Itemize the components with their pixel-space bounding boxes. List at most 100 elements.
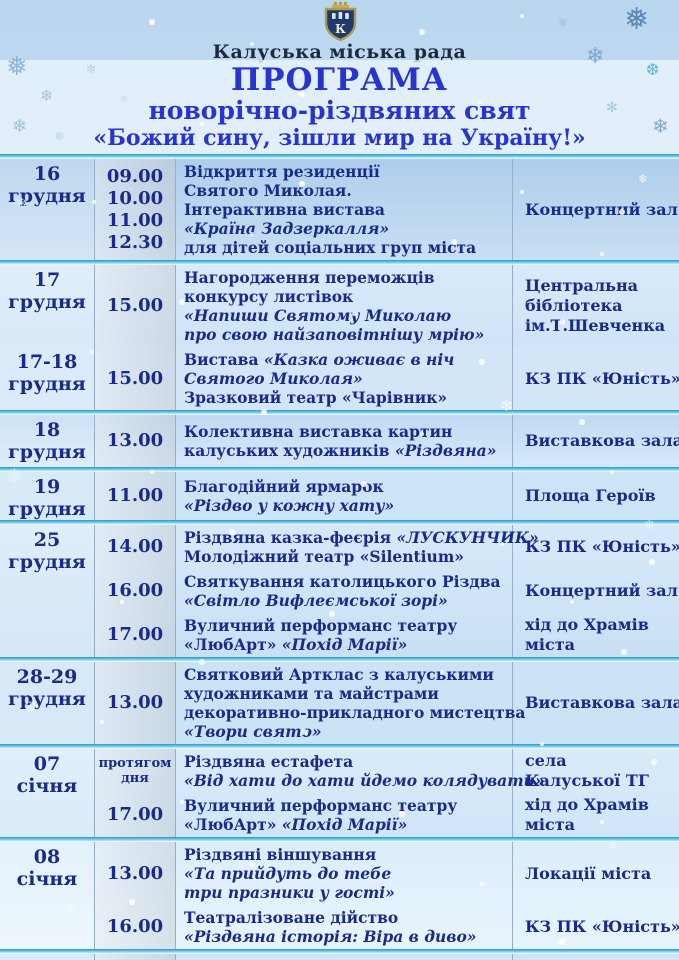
time-value: 12.30 [106,231,164,253]
description-line: Вуличний перформанс театру [184,616,508,635]
location-cell: КЗ ПК «Юність» [513,347,679,410]
location-line: Виставкова зала [525,693,679,712]
event-row: 14.00 Різдвяна казка-феєрія «ЛУСКУНЧИК» Мо… [95,525,679,569]
event-description: Колективна виставка картин калуських худо… [176,415,513,467]
time-cell: 16.00 [95,905,176,949]
date-cell: 09січня [0,954,95,960]
events-group: 13.00 Колективна виставка картин калуських… [95,415,679,467]
city-crest-logo: К [324,2,356,42]
schedule-row: 09січня15.00Стилізована вертепна хода«Бо… [0,954,679,960]
row-divider [0,520,679,525]
poster-motto: «Божий сину, зішли мир на Україну!» [93,124,586,151]
location-cell: Центральна бібліотека ім.Т.Шевченка [513,265,679,347]
location-line: КЗ ПК «Юність» [525,917,679,936]
location-cell: хід до Храмів міста [513,793,679,837]
date-day: 17-18 [16,351,78,373]
location-line: бібліотека [525,296,623,315]
date-day: 19 [33,476,61,498]
date-cell: 16 грудня [0,159,95,260]
date-month: грудня [8,688,86,710]
time-cell: 16.00 [95,569,176,613]
description-line: Святковий Артклас з калуськими [184,665,508,684]
time-value: 15.00 [106,367,164,389]
event-description: Святкування католицького Різдва «Світло В… [176,569,513,613]
date-day: 18 [33,419,61,441]
description-text: Колективна виставка картин [184,422,453,441]
event-row: 15.00Стилізована вертепна хода«Божий син… [95,954,679,960]
schedule-row: 17-18 грудня 15.00 Вистава «Казка оживає в … [0,347,679,410]
description-line: калуських художників «Різдвяна» [184,441,508,460]
location-cell: хід до Храмів міста [513,613,679,657]
schedule-row: 17 грудня 15.00 Нагородження переможців конк… [0,265,679,347]
description-text: «ЛюбАрт» [184,635,282,654]
time-value: протягом [98,756,172,771]
event-row: 09.00 10.00 11.00 12.30 Відкриття резиденції… [95,159,679,260]
description-line: Інтерактивна вистава [184,200,508,219]
poster-header: К Калуська міська рада ПРОГРАМА новорічн… [0,2,679,154]
date-month: грудня [8,551,86,573]
date-cell: 08 січня [0,842,95,949]
location-line: Локації міста [525,863,652,883]
time-value: 15.00 [106,295,164,316]
time-value: 13.00 [106,862,164,884]
location-line: Концертний зал [525,199,678,219]
description-line: «Різдво у кожну хату» [184,496,508,515]
date-day: 25 [33,529,61,551]
description-text: Нагородження переможців [184,268,435,287]
date-month: грудня [8,441,86,463]
description-text: Різдвяна казка-феєрія [184,528,397,547]
events-group: 11.00 Благодійний ярмарок «Різдво у кожну … [95,472,679,520]
event-row: 16.00 Святкування католицького Різдва «Сві… [95,569,679,613]
schedule-table: 16 грудня 09.00 10.00 11.00 12.30 Відкриття ре… [0,154,679,960]
location-line: КЗ ПК «Юність» [525,368,679,388]
event-row: 11.00 Благодійний ярмарок «Різдво у кожну … [95,472,679,520]
date-cell: 07 січня [0,749,95,837]
event-description: Різдвяна естафета «Від хати до хати йдемо… [176,749,545,793]
description-text: Вистава [184,350,264,369]
events-group: 14.00 Різдвяна казка-феєрія «ЛУСКУНЧИК» Мо… [95,525,679,657]
event-row: 15.00 Нагородження переможців конкурсу лис… [95,265,679,347]
description-line: Відкриття резиденції [184,162,508,181]
event-row: 13.00 Різдвяні віншування «Та прийдуть до … [95,842,679,905]
event-title-quote: «Похід Марії» [281,635,408,654]
description-line: Театралізоване дійство [184,908,508,927]
event-description: Вуличний перформанс театру «ЛюбАрт» «Похі… [176,613,513,657]
location-cell: Концертний зал [513,569,679,613]
date-day: 07 [33,753,61,775]
location-line: Площа Героїв [525,486,656,505]
events-group: 09.00 10.00 11.00 12.30 Відкриття резиденції… [95,159,679,260]
time-cell: 17.00 [95,613,176,657]
date-day: 08 [33,846,61,868]
event-description: Святковий Артклас з калуськими художникам… [176,662,525,744]
location-cell: Площа Героїв [513,472,679,520]
description-line: «Світло Вифлеємської зорі» [184,591,508,610]
description-line: «ЛюбАрт» «Похід Марії» [184,815,508,834]
description-line: «Напиши Святому Миколаю [184,306,508,325]
time-cell: 17.00 [95,793,176,837]
organization-name: Калуська міська рада [212,41,467,63]
date-month: січня [16,868,78,890]
event-description: Вистава «Казка оживає в ніч Святого Микол… [176,347,513,410]
location-line: Центральна [525,276,639,295]
description-text: Зразковий театр «Чарівник» [184,388,448,407]
time-cell: 11.00 [95,472,176,520]
time-cell: 13.00 [95,662,176,744]
poster-subtitle: новорічно-різдвяних свят [148,95,531,125]
svg-text:К: К [335,22,346,36]
location-line: ім.Т.Шевченка [525,316,666,335]
location-line: міста [525,635,575,654]
location-cell: Виставкова зала [513,415,679,467]
description-text: Святковий Артклас з калуськими [184,665,494,684]
description-text: декоративно-прикладного мистецтва [184,703,526,722]
date-day: 16 [33,163,61,185]
row-divider [0,657,679,662]
event-title-quote: «Та прийдуть до тебе [184,864,392,883]
event-title-quote: три празники у гості» [184,883,395,902]
description-line: «ЛюбАрт» «Похід Марії» [184,635,508,654]
schedule-row: 16 грудня 09.00 10.00 11.00 12.30 Відкриття ре… [0,159,679,260]
description-text: Вуличний перформанс театру [184,616,458,635]
date-day: 09 [34,958,60,960]
event-row: 17.00 Вуличний перформанс театру «ЛюбАрт» … [95,613,679,657]
description-line: Різдвяна казка-феєрія «ЛУСКУНЧИК» [184,528,539,547]
event-title-quote: «Країна Задзеркалля» [184,219,390,238]
